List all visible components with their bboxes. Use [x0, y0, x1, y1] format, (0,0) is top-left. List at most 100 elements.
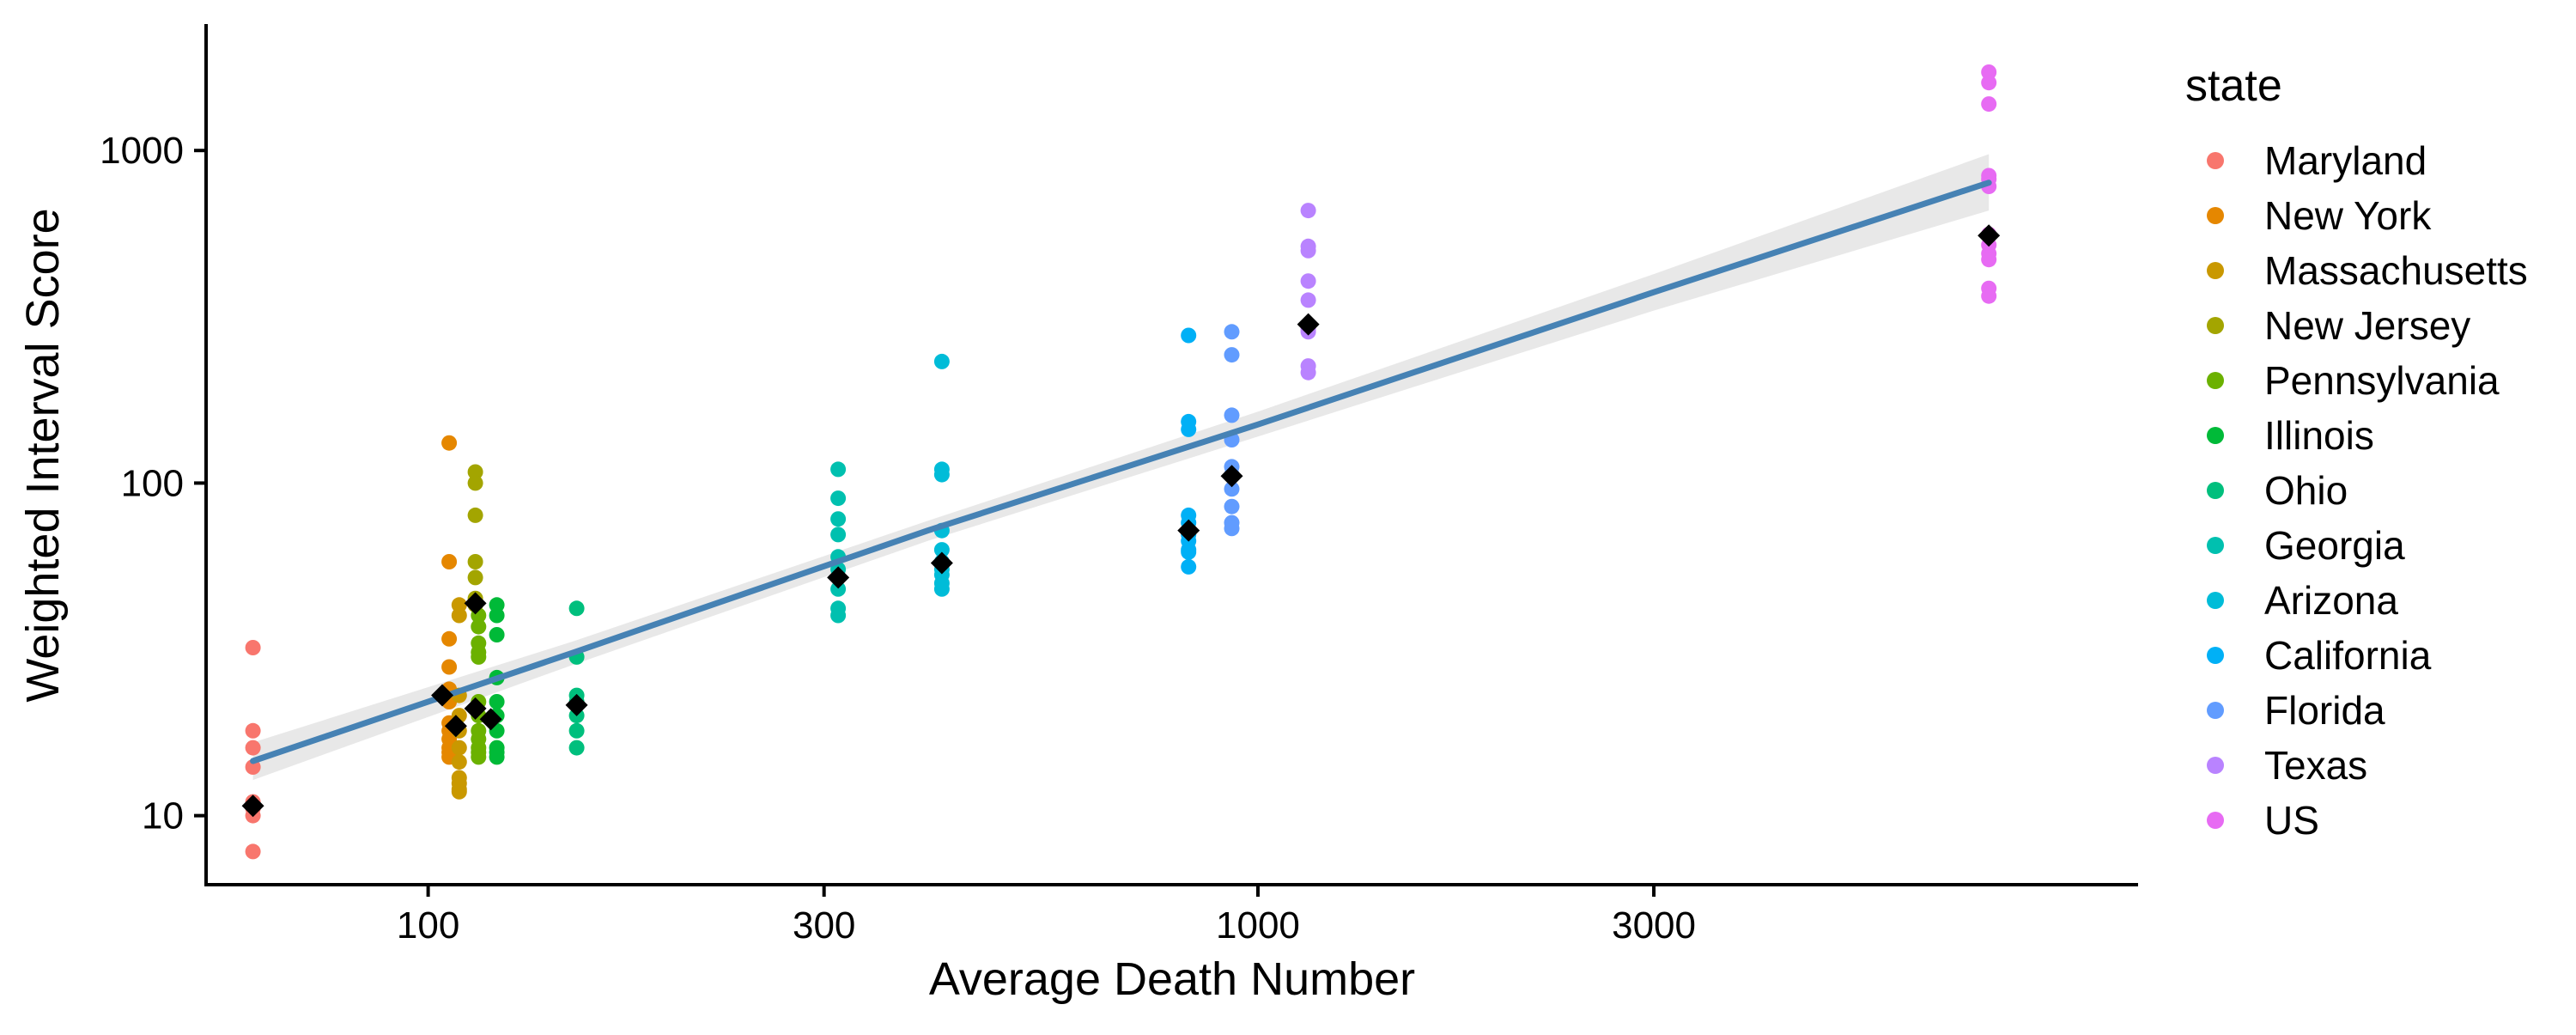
legend-items: Maryland New York Massachusetts New Jersey P…: [2207, 138, 2528, 843]
point-ohio-6: [568, 740, 585, 756]
y-tick-label-1: 100: [121, 462, 184, 504]
x-tick-label-0: 100: [397, 904, 459, 947]
point-arizona-2: [933, 466, 950, 483]
point-georgia-3: [830, 527, 847, 543]
mean-marker-2: [444, 715, 467, 738]
legend-label-1: New York: [2264, 193, 2432, 238]
point-maryland-3: [245, 759, 261, 775]
trend-line-layer: [250, 180, 1992, 764]
legend-label-6: Ohio: [2264, 468, 2348, 513]
mean-marker-5: [479, 708, 502, 731]
point-texas-8: [1300, 364, 1316, 381]
point-illinois-1: [489, 607, 505, 624]
point-new-york-2: [441, 630, 458, 647]
legend-key-6: [2207, 482, 2224, 499]
legend-label-9: California: [2264, 633, 2432, 678]
point-texas-4: [1300, 292, 1316, 308]
point-texas-0: [1300, 203, 1316, 219]
x-axis-title: Average Death Number: [929, 953, 1415, 1005]
point-pennsylvania-4: [471, 648, 487, 665]
point-illinois-4: [489, 694, 505, 709]
legend-key-1: [2207, 207, 2224, 224]
point-massachusetts-5: [451, 740, 467, 756]
legend-label-12: US: [2264, 798, 2319, 843]
legend-key-8: [2207, 592, 2224, 609]
point-georgia-2: [830, 511, 847, 527]
point-maryland-0: [245, 640, 261, 655]
mean-marker-9: [1177, 519, 1200, 542]
x-tick-label-1: 300: [793, 904, 855, 947]
point-us-11: [1981, 288, 1997, 304]
mean-marker-0: [241, 795, 264, 818]
point-pennsylvania-11: [471, 749, 487, 765]
legend-label-10: Florida: [2264, 688, 2385, 733]
legend-key-3: [2207, 317, 2224, 334]
point-new-jersey-3: [467, 554, 483, 569]
legend-label-0: Maryland: [2264, 138, 2427, 183]
legend-label-5: Illinois: [2264, 413, 2374, 458]
point-georgia-7: [830, 581, 847, 597]
point-massachusetts-10: [451, 783, 467, 800]
point-ohio-0: [568, 600, 585, 617]
legend-key-11: [2207, 757, 2224, 774]
point-maryland-7: [245, 843, 261, 860]
mean-marker-4: [464, 697, 487, 720]
y-axis-title: Weighted Interval Score: [17, 208, 69, 702]
point-us-1: [1981, 75, 1997, 91]
point-florida-0: [1224, 324, 1240, 340]
x-tick-label-3: 3000: [1612, 904, 1696, 947]
point-new-jersey-2: [467, 507, 483, 523]
mean-marker-6: [565, 693, 588, 716]
point-arizona-4: [933, 542, 950, 558]
x-axis-ticks: 100 300 1000 3000: [397, 885, 1696, 947]
point-arizona-9: [933, 581, 950, 597]
point-new-jersey-1: [467, 475, 483, 491]
legend-key-12: [2207, 812, 2224, 829]
legend-label-8: Arizona: [2264, 578, 2398, 623]
point-florida-6: [1224, 481, 1240, 497]
legend-key-0: [2207, 152, 2224, 169]
axes: [204, 24, 2138, 886]
point-california-9: [1181, 558, 1197, 575]
legend-key-4: [2207, 372, 2224, 389]
point-us-9: [1981, 252, 1997, 268]
legend-label-2: Massachusetts: [2264, 248, 2528, 293]
point-florida-9: [1224, 521, 1240, 537]
point-illinois-9: [489, 749, 505, 765]
point-maryland-2: [245, 740, 261, 756]
y-tick-label-2: 1000: [100, 130, 184, 172]
point-new-york-3: [441, 659, 458, 675]
y-tick-label-0: 10: [142, 795, 184, 837]
point-new-jersey-4: [467, 569, 483, 586]
legend-label-11: Texas: [2264, 743, 2367, 788]
point-pennsylvania-1: [471, 618, 487, 635]
legend-label-4: Pennsylvania: [2264, 358, 2500, 403]
point-florida-7: [1224, 498, 1240, 514]
legend-key-9: [2207, 647, 2224, 664]
mean-marker-12: [1978, 224, 2001, 247]
point-california-0: [1181, 327, 1197, 344]
means-layer: [241, 224, 2001, 818]
legend-key-5: [2207, 427, 2224, 444]
mean-marker-7: [827, 566, 850, 589]
point-massachusetts-6: [451, 754, 467, 770]
point-texas-3: [1300, 273, 1316, 289]
legend-title: state: [2185, 61, 2282, 111]
point-new-york-0: [441, 435, 458, 451]
point-arizona-0: [933, 353, 950, 369]
point-maryland-1: [245, 722, 261, 739]
point-texas-2: [1300, 242, 1316, 259]
point-new-york-1: [441, 554, 458, 569]
x-tick-label-2: 1000: [1216, 904, 1300, 947]
legend-key-10: [2207, 702, 2224, 719]
mean-marker-10: [1220, 465, 1243, 488]
point-ohio-5: [568, 722, 585, 739]
legend-label-7: Georgia: [2264, 523, 2405, 568]
point-georgia-1: [830, 490, 847, 507]
point-massachusetts-1: [451, 607, 467, 624]
legend: state Maryland New York Massachusetts New J…: [2185, 61, 2528, 843]
point-georgia-9: [830, 607, 847, 624]
point-illinois-2: [489, 627, 505, 642]
